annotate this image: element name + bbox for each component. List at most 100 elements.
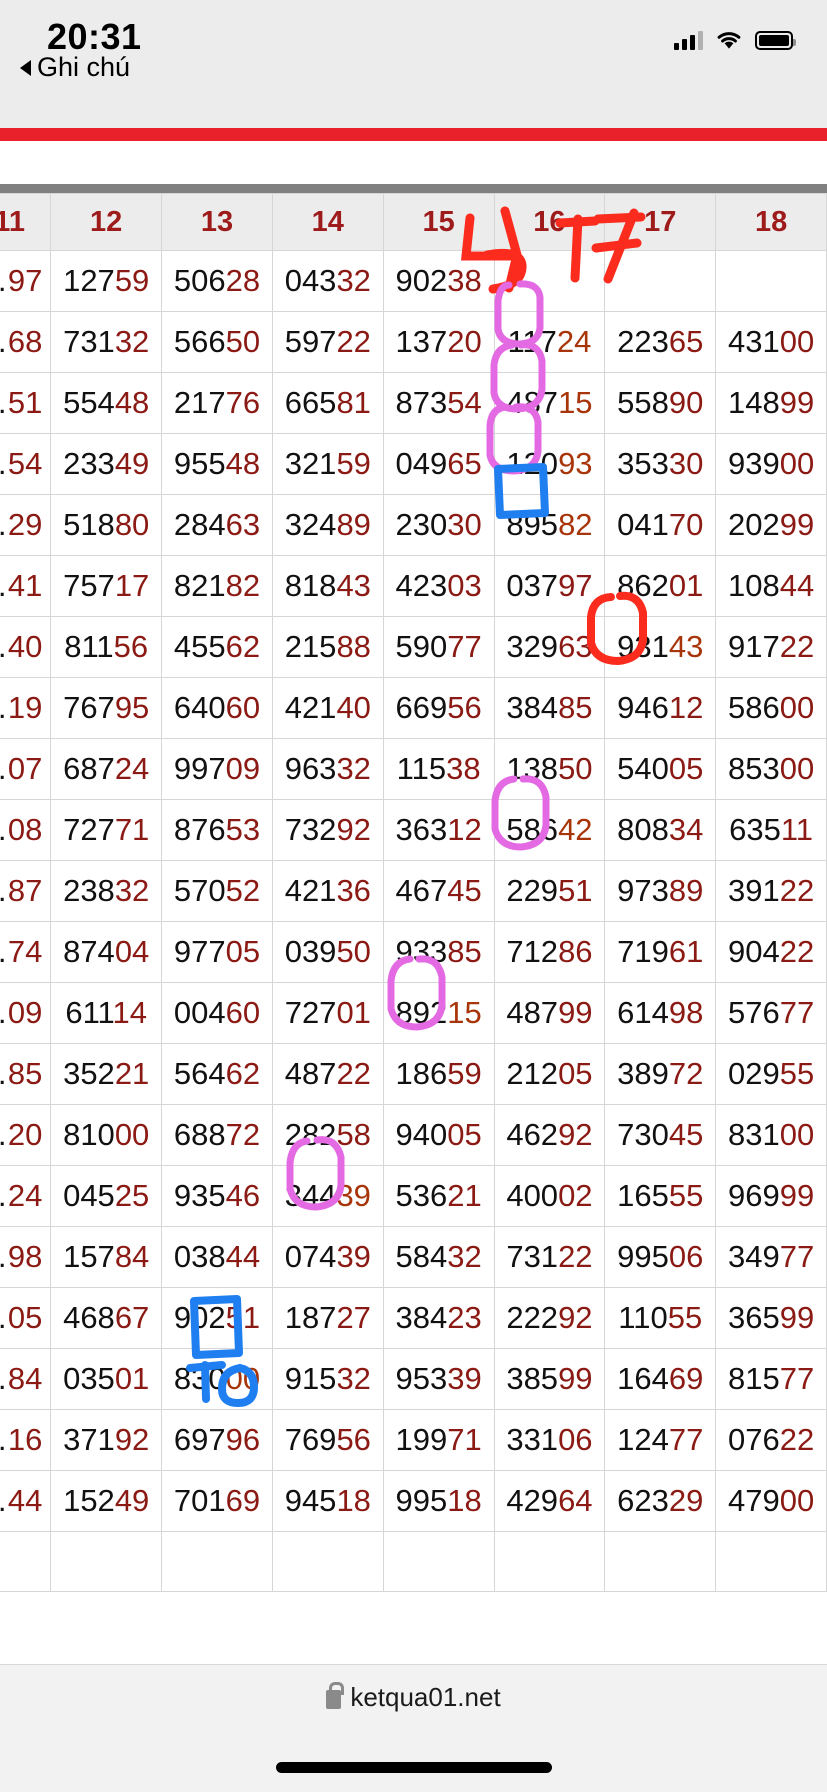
- result-cell[interactable]: 91722: [715, 616, 827, 678]
- result-cell[interactable]: 21205: [493, 1043, 606, 1105]
- result-cell[interactable]: 87404: [50, 921, 163, 983]
- result-cell[interactable]: 89582: [493, 494, 606, 556]
- result-cell[interactable]: 32489: [271, 494, 384, 556]
- result-cell[interactable]: 96999: [715, 1165, 827, 1227]
- result-cell[interactable]: 00460: [161, 982, 273, 1044]
- result-cell[interactable]: 13850: [493, 738, 606, 800]
- result-cell[interactable]: 64060: [161, 677, 273, 739]
- result-cell[interactable]: 11538: [382, 738, 495, 800]
- result-cell[interactable]: …08: [0, 799, 52, 861]
- result-cell[interactable]: 95339: [382, 1348, 495, 1410]
- result-cell[interactable]: [715, 1531, 827, 1592]
- result-cell[interactable]: 13720: [382, 311, 495, 373]
- result-cell[interactable]: 07439: [271, 1226, 384, 1288]
- result-cell[interactable]: 94518: [271, 1470, 384, 1532]
- result-cell[interactable]: 23832: [50, 860, 163, 922]
- result-cell[interactable]: 11724: [493, 311, 606, 373]
- result-cell[interactable]: 42136: [271, 860, 384, 922]
- result-cell[interactable]: 38423: [382, 1287, 495, 1349]
- result-cell[interactable]: 57052: [161, 860, 273, 922]
- result-cell[interactable]: …74: [0, 921, 52, 983]
- result-cell[interactable]: 72701: [271, 982, 384, 1044]
- result-cell[interactable]: 81156: [50, 616, 163, 678]
- result-cell[interactable]: 35221: [50, 1043, 163, 1105]
- result-cell[interactable]: 99709: [161, 738, 273, 800]
- result-cell[interactable]: 28258: [271, 1104, 384, 1166]
- result-cell[interactable]: 36312: [382, 799, 495, 861]
- result-cell[interactable]: …44: [0, 1470, 52, 1532]
- result-cell[interactable]: 73045: [604, 1104, 717, 1166]
- home-indicator[interactable]: [275, 1762, 552, 1773]
- result-cell[interactable]: 76795: [50, 677, 163, 739]
- result-cell[interactable]: 16469: [604, 1348, 717, 1410]
- result-cell[interactable]: 04170: [604, 494, 717, 556]
- result-cell[interactable]: 66581: [271, 372, 384, 434]
- result-cell[interactable]: 73132: [50, 311, 163, 373]
- result-cell[interactable]: 03950: [271, 921, 384, 983]
- result-cell[interactable]: 83000: [161, 1348, 273, 1410]
- result-cell[interactable]: 69796: [161, 1409, 273, 1471]
- result-cell[interactable]: 40002: [493, 1165, 606, 1227]
- result-cell[interactable]: 16555: [604, 1165, 717, 1227]
- result-cell[interactable]: [715, 250, 827, 312]
- result-cell[interactable]: 11055: [604, 1287, 717, 1349]
- result-cell[interactable]: 18727: [271, 1287, 384, 1349]
- result-cell[interactable]: 19971: [382, 1409, 495, 1471]
- result-cell[interactable]: 12759: [50, 250, 163, 312]
- result-cell[interactable]: 47900: [715, 1470, 827, 1532]
- result-cell[interactable]: 03797: [493, 555, 606, 617]
- result-cell[interactable]: 42140: [271, 677, 384, 739]
- result-cell[interactable]: 53621: [382, 1165, 495, 1227]
- result-cell[interactable]: [604, 250, 717, 312]
- result-cell[interactable]: 46867: [50, 1287, 163, 1349]
- result-cell[interactable]: 70169: [161, 1470, 273, 1532]
- result-cell[interactable]: 48722: [271, 1043, 384, 1105]
- url-display[interactable]: ketqua01.net: [0, 1665, 827, 1729]
- result-cell[interactable]: 39122: [715, 860, 827, 922]
- result-cell[interactable]: 94612: [604, 677, 717, 739]
- result-cell[interactable]: 97705: [161, 921, 273, 983]
- result-cell[interactable]: …29: [0, 494, 52, 556]
- result-cell[interactable]: 38485: [493, 677, 606, 739]
- result-cell[interactable]: 68872: [161, 1104, 273, 1166]
- result-cell[interactable]: 35330: [604, 433, 717, 495]
- result-cell[interactable]: 22951: [493, 860, 606, 922]
- result-cell[interactable]: 71961: [604, 921, 717, 983]
- result-cell[interactable]: 95548: [161, 433, 273, 495]
- result-cell[interactable]: …85: [0, 1043, 52, 1105]
- result-cell[interactable]: 61498: [604, 982, 717, 1044]
- result-cell[interactable]: 58432: [382, 1226, 495, 1288]
- result-cell[interactable]: 75717: [50, 555, 163, 617]
- result-cell[interactable]: …68: [0, 311, 52, 373]
- result-cell[interactable]: 43100: [715, 311, 827, 373]
- result-cell[interactable]: …16: [0, 1409, 52, 1471]
- result-cell[interactable]: 46292: [493, 1104, 606, 1166]
- result-cell[interactable]: 15249: [50, 1470, 163, 1532]
- result-cell[interactable]: 59077: [382, 616, 495, 678]
- result-cell[interactable]: 93143: [604, 616, 717, 678]
- result-cell[interactable]: 23030: [382, 494, 495, 556]
- result-cell[interactable]: 59722: [271, 311, 384, 373]
- result-cell[interactable]: 04965: [382, 433, 495, 495]
- result-cell[interactable]: 81577: [715, 1348, 827, 1410]
- result-cell[interactable]: …19: [0, 677, 52, 739]
- back-to-notes-link[interactable]: Ghi chú: [20, 52, 130, 83]
- result-cell[interactable]: [0, 1531, 52, 1592]
- result-cell[interactable]: [161, 1531, 273, 1592]
- result-cell[interactable]: 34439: [271, 1165, 384, 1227]
- result-cell[interactable]: 93546: [161, 1165, 273, 1227]
- result-cell[interactable]: 66956: [382, 677, 495, 739]
- result-cell[interactable]: 36599: [715, 1287, 827, 1349]
- result-cell[interactable]: 58642: [493, 799, 606, 861]
- result-cell[interactable]: 48799: [493, 982, 606, 1044]
- result-cell[interactable]: 03844: [161, 1226, 273, 1288]
- result-cell[interactable]: …54: [0, 433, 52, 495]
- result-cell[interactable]: …51: [0, 372, 52, 434]
- result-cell[interactable]: 42964: [493, 1470, 606, 1532]
- result-cell[interactable]: 14899: [715, 372, 827, 434]
- result-cell[interactable]: 68724: [50, 738, 163, 800]
- result-cell[interactable]: 85300: [715, 738, 827, 800]
- result-cell[interactable]: 89215: [382, 982, 495, 1044]
- result-cell[interactable]: 42303: [382, 555, 495, 617]
